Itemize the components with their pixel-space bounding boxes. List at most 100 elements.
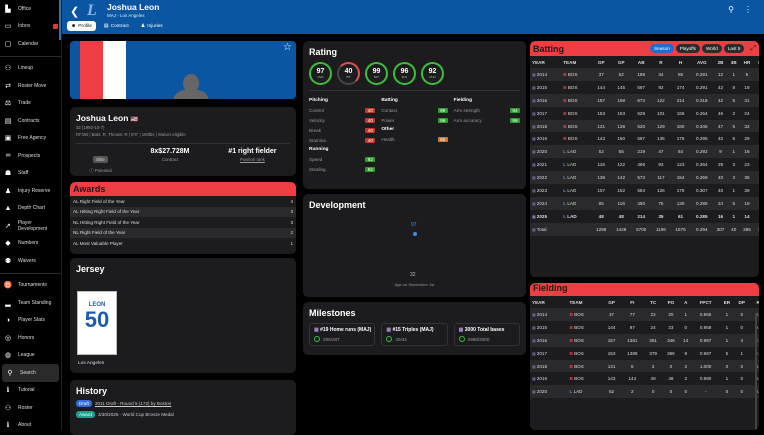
- column-header[interactable]: GP: [597, 59, 605, 65]
- history-text[interactable]: 2011 Draft - Round 5 (172) by Boston: [94, 401, 172, 406]
- player-meta: RF/2B | Bats: R, Throws: R | 5'9" | 180l…: [76, 131, 186, 137]
- sidebar-item-staff[interactable]: ☗ Staff: [0, 165, 61, 183]
- sidebar-item-calendar[interactable]: ▢ Calendar: [0, 35, 61, 53]
- sidebar-item-office[interactable]: ▙ Office: [0, 0, 61, 18]
- sidebar-item-lineup[interactable]: ⚇ Lineup: [0, 60, 61, 78]
- filter-season[interactable]: Season: [650, 44, 674, 53]
- column-header[interactable]: A: [684, 299, 688, 305]
- tab-profile[interactable]: ☻ Profile: [67, 21, 96, 31]
- season-icon: ▦: [532, 84, 536, 90]
- column-header[interactable]: DP: [738, 299, 745, 305]
- sidebar-scrollbar[interactable]: [59, 0, 61, 40]
- milestone-card[interactable]: ▦ #15 Triples (MAJ) 40/42: [381, 323, 448, 346]
- team-logo-icon: B: [563, 97, 567, 103]
- sidebar-item-contracts[interactable]: ▤ Contracts: [0, 112, 61, 130]
- position-rank-link[interactable]: Position rank: [239, 157, 265, 162]
- milestone-card[interactable]: ▦ 3000 Total bases 2998/3000: [453, 323, 520, 346]
- money-icon: ▣: [4, 135, 12, 143]
- column-header[interactable]: R: [659, 59, 663, 65]
- sidebar-item-about[interactable]: ℹ About: [0, 417, 61, 431]
- more-vert-icon[interactable]: ⋮: [744, 5, 752, 14]
- attribute-row: Contact 99: [381, 105, 448, 115]
- sidebar-item-inbox[interactable]: ▭ Inbox: [0, 18, 61, 36]
- column-header[interactable]: GP: [608, 299, 615, 305]
- column-header[interactable]: RBI: [754, 56, 759, 68]
- sidebar-item-search[interactable]: ⚲ Search: [2, 364, 59, 382]
- sidebar-item-roster[interactable]: ⚇ Roster: [0, 399, 61, 417]
- sidebar-item-numbers[interactable]: ◆ Numbers: [0, 235, 61, 253]
- team-logo-icon: B: [569, 376, 573, 382]
- sidebar-item-tournaments[interactable]: ♉ Tournaments: [0, 277, 61, 295]
- tab-injuries[interactable]: ♟ Injuries: [140, 23, 163, 29]
- sidebar-item-label: Tournaments: [18, 282, 47, 289]
- season-icon: ▦: [532, 324, 536, 330]
- player-age: 32 (1992-10-7): [76, 125, 105, 130]
- sidebar-item-depth-chart[interactable]: ▲ Depth Chart: [0, 200, 61, 218]
- sidebar-item-trade[interactable]: ⚖ Trade: [0, 95, 61, 113]
- column-header[interactable]: TEAM: [563, 59, 577, 65]
- column-header[interactable]: 3B: [730, 59, 737, 65]
- filter-last-5[interactable]: Last 5: [723, 44, 745, 53]
- sidebar-item-player-development[interactable]: ↗ Player Development: [0, 217, 61, 235]
- filter-playoffs[interactable]: Playoffs: [675, 44, 700, 53]
- column-header[interactable]: TEAM: [569, 299, 583, 305]
- sidebar-item-roster-move[interactable]: ⇄ Roster Move: [0, 77, 61, 95]
- sidebar-item-label: Contracts: [18, 117, 40, 124]
- flag-icon: 🇺🇸: [130, 117, 139, 123]
- column-header[interactable]: FI: [630, 299, 635, 305]
- awards-card: Awards AL Right Field of the Year 4 AL Hit…: [70, 182, 296, 254]
- tab-contract[interactable]: ▤ Contract: [103, 23, 129, 29]
- column-header[interactable]: HR: [743, 59, 751, 65]
- sidebar-item-team-standing[interactable]: ▂ Team Standing: [0, 294, 61, 312]
- trade-icon: ⚖: [4, 100, 12, 108]
- team-logo-icon: B: [569, 311, 573, 317]
- help-icon[interactable]: ⓘ: [89, 168, 94, 173]
- column-header[interactable]: YEAR: [532, 299, 545, 305]
- column-header[interactable]: RF: [756, 299, 760, 305]
- history-row: Award 3/30/2025 - World Cup Bronze Medal: [70, 411, 296, 418]
- search-icon[interactable]: ⚲: [728, 5, 734, 14]
- column-header[interactable]: FPCT: [699, 299, 712, 305]
- team-logo: L: [87, 2, 97, 19]
- scrollbar[interactable]: [755, 313, 757, 430]
- sidebar-item-label: Roster Move: [18, 82, 47, 89]
- back-arrow-icon[interactable]: ❮: [70, 6, 80, 18]
- expand-icon[interactable]: ⤢: [750, 44, 756, 52]
- sidebar-item-injury-reserve[interactable]: ♟ Injury Reserve: [0, 182, 61, 200]
- favorite-star-icon[interactable]: ☆: [283, 42, 292, 53]
- sidebar-item-player-stats[interactable]: ◑ Player Stats: [0, 312, 61, 330]
- column-header[interactable]: AVG: [696, 59, 707, 65]
- column-header[interactable]: 2B: [717, 59, 724, 65]
- rating-ring-bat: 99 BAT: [365, 62, 388, 85]
- sidebar-item-honors[interactable]: ◎ Honors: [0, 329, 61, 347]
- column-header[interactable]: AB: [637, 59, 645, 65]
- sidebar-item-label: About: [18, 422, 32, 429]
- milestone-card[interactable]: ▦ #19 Home runs (MAJ) 285/287: [309, 323, 376, 346]
- sidebar-item-prospects[interactable]: ∞ Prospects: [0, 147, 61, 165]
- column-header[interactable]: TC: [650, 299, 657, 305]
- season-icon: ▦: [532, 123, 536, 129]
- column-header[interactable]: YEAR: [532, 59, 545, 65]
- column-header[interactable]: ER: [723, 299, 731, 305]
- award-row: NL Right Field of the Year 2: [70, 227, 296, 238]
- rating-ring-run: 92 RUN: [421, 62, 444, 85]
- sidebar-item-waivers[interactable]: ⚉ Waivers: [0, 252, 61, 270]
- attribute-row: Arm accuracy 99: [454, 115, 520, 125]
- attribute-row: Break 40: [309, 125, 376, 135]
- column-header[interactable]: GP: [617, 59, 625, 65]
- sidebar-item-tutorial[interactable]: ℹ Tutorial: [0, 382, 61, 400]
- flag-stripe-white: [103, 41, 126, 99]
- column-header[interactable]: H: [678, 59, 683, 65]
- season-icon: ▦: [532, 175, 536, 181]
- sidebar-item-label: Staff: [18, 170, 29, 177]
- filter-world[interactable]: World: [701, 44, 722, 53]
- sidebar-item-league[interactable]: ◍ League: [0, 347, 61, 365]
- column-header[interactable]: PO: [667, 299, 675, 305]
- sidebar-item-free-agency[interactable]: ▣ Free Agency: [0, 130, 61, 148]
- stats-icon: ◑: [5, 316, 11, 324]
- player-name: Joshua Leon: [76, 113, 129, 123]
- development-data-point[interactable]: [413, 232, 417, 236]
